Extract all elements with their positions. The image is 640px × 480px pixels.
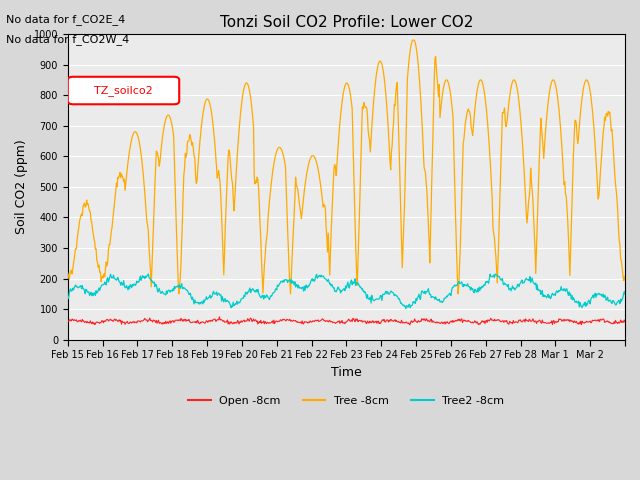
Text: No data for f_CO2E_4: No data for f_CO2E_4 bbox=[6, 14, 125, 25]
X-axis label: Time: Time bbox=[331, 366, 362, 379]
Text: TZ_soilco2: TZ_soilco2 bbox=[94, 85, 153, 96]
Text: No data for f_CO2W_4: No data for f_CO2W_4 bbox=[6, 34, 130, 45]
Legend: Open -8cm, Tree -8cm, Tree2 -8cm: Open -8cm, Tree -8cm, Tree2 -8cm bbox=[184, 392, 509, 411]
FancyBboxPatch shape bbox=[68, 77, 179, 104]
Title: Tonzi Soil CO2 Profile: Lower CO2: Tonzi Soil CO2 Profile: Lower CO2 bbox=[220, 15, 473, 30]
Y-axis label: Soil CO2 (ppm): Soil CO2 (ppm) bbox=[15, 140, 28, 234]
